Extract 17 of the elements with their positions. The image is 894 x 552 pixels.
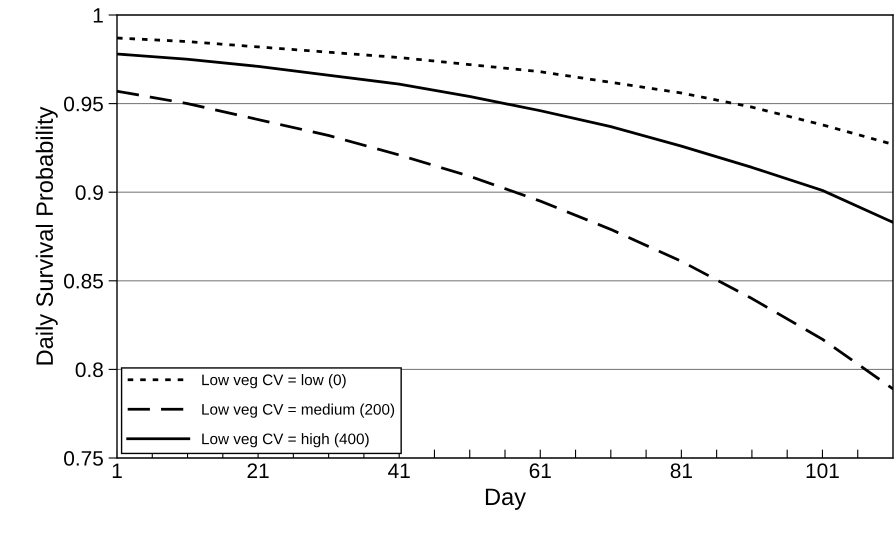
x-tick-label: 21	[248, 463, 269, 478]
x-tick-label: 81	[670, 463, 692, 478]
y-tick-label: 0.85	[64, 274, 103, 289]
y-tick-label: 0.75	[64, 451, 103, 466]
x-tick-label: 61	[530, 463, 551, 478]
legend-label: Low veg CV = low (0)	[202, 374, 346, 388]
y-tick-label: 0.9	[76, 185, 103, 200]
y-tick-label: 1	[94, 8, 103, 23]
y-axis-title: Daily Survival Probability	[36, 106, 58, 364]
legend-label: Low veg CV = high (400)	[202, 433, 369, 448]
x-tick-label: 101	[806, 463, 839, 478]
x-axis-title: Day	[486, 488, 526, 510]
x-tick-label: 1	[112, 464, 122, 478]
legend-label: Low veg CV = medium (200)	[202, 404, 394, 418]
x-tick-label: 41	[388, 464, 410, 478]
y-tick-label: 0.95	[64, 96, 103, 112]
y-tick-label: 0.8	[76, 362, 103, 378]
